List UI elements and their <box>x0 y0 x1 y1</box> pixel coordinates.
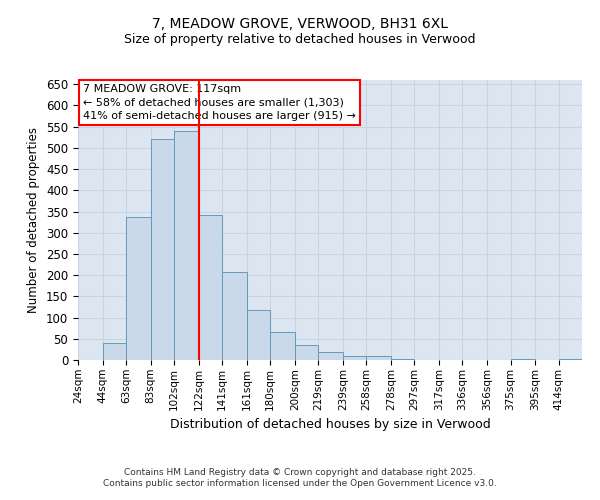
Bar <box>151 138 174 360</box>
X-axis label: Distribution of detached houses by size in Verwood: Distribution of detached houses by size … <box>170 418 490 431</box>
Bar <box>343 356 367 360</box>
Text: 7 MEADOW GROVE: 117sqm
← 58% of detached houses are smaller (1,303)
41% of semi-: 7 MEADOW GROVE: 117sqm ← 58% of detached… <box>83 84 356 120</box>
Bar <box>318 352 343 360</box>
Text: Size of property relative to detached houses in Verwood: Size of property relative to detached ho… <box>124 32 476 46</box>
Bar <box>103 343 126 360</box>
Bar <box>174 131 199 360</box>
Bar <box>295 345 318 360</box>
Bar <box>270 332 295 360</box>
Bar <box>222 272 247 360</box>
Bar <box>126 216 151 360</box>
Bar <box>391 358 415 360</box>
Bar <box>199 215 222 360</box>
Bar <box>559 359 582 360</box>
Bar <box>367 356 391 360</box>
Y-axis label: Number of detached properties: Number of detached properties <box>28 127 40 313</box>
Bar <box>247 310 270 360</box>
Text: 7, MEADOW GROVE, VERWOOD, BH31 6XL: 7, MEADOW GROVE, VERWOOD, BH31 6XL <box>152 18 448 32</box>
Bar <box>511 359 535 360</box>
Text: Contains HM Land Registry data © Crown copyright and database right 2025.
Contai: Contains HM Land Registry data © Crown c… <box>103 468 497 487</box>
